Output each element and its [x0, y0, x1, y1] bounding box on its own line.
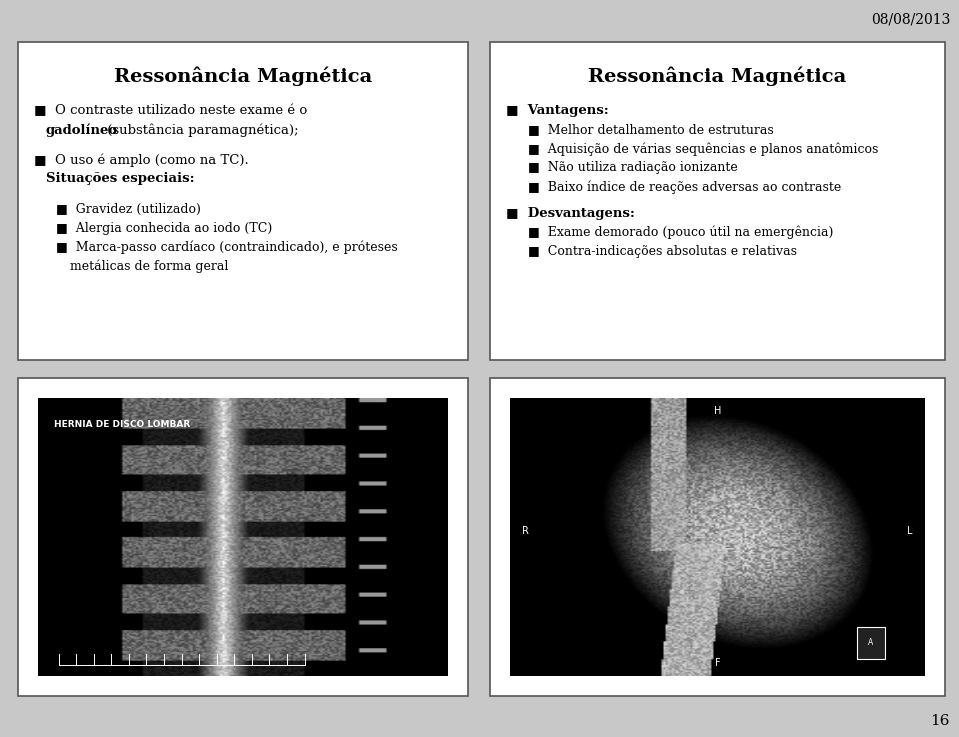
FancyBboxPatch shape: [18, 378, 468, 696]
Text: ■  Baixo índice de reações adversas ao contraste: ■ Baixo índice de reações adversas ao co…: [528, 180, 841, 194]
FancyBboxPatch shape: [510, 398, 925, 676]
FancyBboxPatch shape: [490, 378, 945, 696]
FancyBboxPatch shape: [490, 42, 945, 360]
Text: gadolíneo: gadolíneo: [46, 123, 118, 136]
Text: ■  Marca-passo cardíaco (contraindicado), e próteses: ■ Marca-passo cardíaco (contraindicado),…: [56, 241, 398, 254]
Text: F: F: [714, 657, 720, 668]
Text: ■  O contraste utilizado neste exame é o: ■ O contraste utilizado neste exame é o: [34, 104, 307, 117]
Text: Ressonância Magnética: Ressonância Magnética: [114, 66, 372, 85]
Text: 16: 16: [930, 714, 950, 728]
Text: HERNIA DE DISCO LOMBAR: HERNIA DE DISCO LOMBAR: [55, 420, 191, 429]
Text: metálicas de forma geral: metálicas de forma geral: [70, 260, 228, 273]
Text: ■  Não utiliza radiação ionizante: ■ Não utiliza radiação ionizante: [528, 161, 737, 174]
Text: Situações especiais:: Situações especiais:: [46, 172, 195, 186]
Text: ■  Contra-indicações absolutas e relativas: ■ Contra-indicações absolutas e relativa…: [528, 245, 797, 258]
Text: ■  Alergia conhecida ao iodo (TC): ■ Alergia conhecida ao iodo (TC): [56, 222, 272, 235]
Text: (substância paramagnética);: (substância paramagnética);: [103, 123, 298, 136]
Text: Ressonância Magnética: Ressonância Magnética: [588, 66, 847, 85]
Text: 08/08/2013: 08/08/2013: [871, 12, 950, 26]
Text: ■  Melhor detalhamento de estruturas: ■ Melhor detalhamento de estruturas: [528, 123, 774, 136]
Text: ■  O uso é amplo (como na TC).: ■ O uso é amplo (como na TC).: [34, 153, 248, 167]
Text: ■  Aquisição de várias sequências e planos anatômicos: ■ Aquisição de várias sequências e plano…: [528, 142, 878, 156]
FancyBboxPatch shape: [38, 398, 448, 676]
Text: H: H: [713, 406, 721, 416]
FancyBboxPatch shape: [18, 42, 468, 360]
Text: R: R: [523, 526, 529, 537]
Text: ■  Exame demorado (pouco útil na emergência): ■ Exame demorado (pouco útil na emergênc…: [528, 226, 833, 239]
Text: ■  Vantagens:: ■ Vantagens:: [506, 104, 609, 117]
Text: ■  Gravidez (utilizado): ■ Gravidez (utilizado): [56, 203, 200, 216]
Text: L: L: [907, 526, 913, 537]
Text: ■  Desvantagens:: ■ Desvantagens:: [506, 206, 635, 220]
Text: A: A: [869, 638, 874, 647]
